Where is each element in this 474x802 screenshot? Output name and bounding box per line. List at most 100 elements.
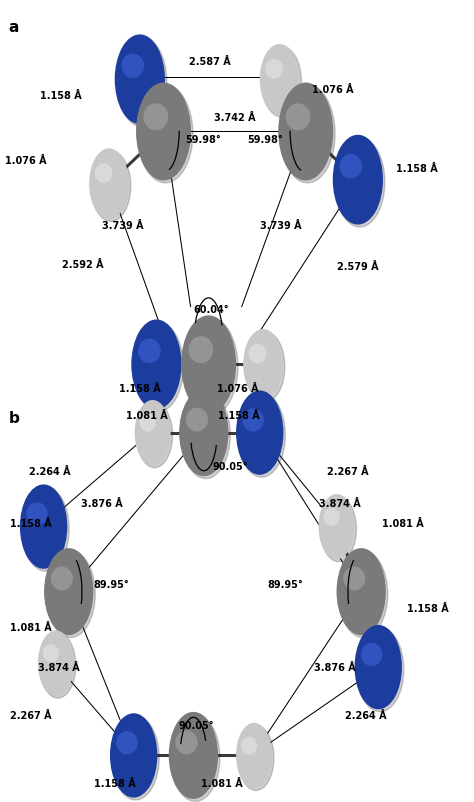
Ellipse shape	[181, 392, 230, 479]
Text: 3.874 Å: 3.874 Å	[319, 499, 360, 508]
Text: 1.158 Å: 1.158 Å	[94, 778, 136, 788]
Ellipse shape	[38, 630, 74, 696]
Text: 1.158 Å: 1.158 Å	[119, 383, 161, 394]
Ellipse shape	[238, 393, 285, 478]
Text: 59.98°: 59.98°	[248, 135, 283, 144]
Ellipse shape	[110, 713, 157, 798]
Ellipse shape	[22, 487, 69, 572]
Ellipse shape	[46, 551, 95, 638]
Ellipse shape	[131, 320, 182, 410]
Text: 3.739 Å: 3.739 Å	[260, 221, 301, 231]
Text: 89.95°: 89.95°	[93, 579, 128, 589]
Ellipse shape	[40, 633, 76, 699]
Text: 1.076 Å: 1.076 Å	[5, 156, 46, 165]
Ellipse shape	[169, 712, 218, 799]
Ellipse shape	[117, 38, 167, 128]
Text: 1.158 Å: 1.158 Å	[396, 164, 438, 173]
Ellipse shape	[116, 731, 137, 755]
Ellipse shape	[265, 60, 283, 79]
Ellipse shape	[338, 551, 388, 638]
Text: 2.267 Å: 2.267 Å	[9, 711, 51, 720]
Text: 2.592 Å: 2.592 Å	[62, 260, 103, 269]
Text: 1.158 Å: 1.158 Å	[10, 518, 52, 528]
Ellipse shape	[43, 645, 59, 662]
Ellipse shape	[138, 339, 161, 364]
Ellipse shape	[262, 47, 301, 118]
Ellipse shape	[91, 152, 131, 222]
Ellipse shape	[189, 337, 213, 363]
Text: a: a	[9, 20, 19, 35]
Ellipse shape	[121, 55, 144, 79]
Ellipse shape	[89, 149, 129, 220]
Ellipse shape	[44, 549, 93, 635]
Text: 2.579 Å: 2.579 Å	[337, 261, 379, 271]
Text: 90.05°: 90.05°	[212, 462, 248, 472]
Ellipse shape	[27, 503, 47, 526]
Text: 2.587 Å: 2.587 Å	[189, 57, 230, 67]
Ellipse shape	[339, 155, 362, 180]
Ellipse shape	[94, 164, 112, 184]
Text: 1.158 Å: 1.158 Å	[218, 410, 260, 420]
Text: 1.081 Å: 1.081 Å	[382, 518, 424, 528]
Ellipse shape	[144, 104, 168, 131]
Ellipse shape	[286, 104, 310, 131]
Ellipse shape	[175, 731, 198, 755]
Text: b: b	[9, 411, 19, 426]
Text: 3.876 Å: 3.876 Å	[314, 662, 356, 672]
Ellipse shape	[241, 737, 257, 755]
Ellipse shape	[361, 643, 383, 666]
Ellipse shape	[186, 408, 208, 432]
Text: 1.081 Å: 1.081 Å	[10, 622, 52, 632]
Text: 2.267 Å: 2.267 Å	[327, 467, 369, 476]
Ellipse shape	[137, 403, 173, 468]
Ellipse shape	[356, 627, 404, 712]
Ellipse shape	[171, 715, 220, 801]
Ellipse shape	[115, 35, 165, 125]
Ellipse shape	[243, 330, 283, 400]
Ellipse shape	[280, 86, 335, 184]
Text: 59.98°: 59.98°	[185, 135, 220, 144]
Text: 2.264 Å: 2.264 Å	[345, 711, 387, 720]
Ellipse shape	[242, 409, 264, 432]
Ellipse shape	[236, 723, 272, 788]
Ellipse shape	[248, 345, 266, 364]
Ellipse shape	[343, 567, 365, 591]
Text: 1.158 Å: 1.158 Å	[407, 603, 448, 613]
Ellipse shape	[323, 508, 339, 526]
Text: 60.04°: 60.04°	[193, 305, 229, 314]
Text: 1.081 Å: 1.081 Å	[201, 778, 243, 788]
Ellipse shape	[278, 83, 333, 181]
Ellipse shape	[138, 86, 193, 184]
Text: 1.158 Å: 1.158 Å	[40, 91, 82, 101]
Ellipse shape	[135, 400, 171, 466]
Ellipse shape	[139, 415, 155, 432]
Text: 2.264 Å: 2.264 Å	[28, 467, 70, 476]
Text: 1.076 Å: 1.076 Å	[217, 383, 259, 394]
Text: 1.081 Å: 1.081 Å	[126, 410, 168, 420]
Ellipse shape	[238, 725, 274, 791]
Ellipse shape	[260, 45, 300, 115]
Ellipse shape	[179, 390, 228, 476]
Text: 3.876 Å: 3.876 Å	[81, 499, 122, 508]
Ellipse shape	[319, 494, 355, 560]
Text: 90.05°: 90.05°	[179, 720, 215, 730]
Text: 89.95°: 89.95°	[268, 579, 303, 589]
Ellipse shape	[112, 715, 159, 800]
Ellipse shape	[181, 316, 236, 414]
Text: 3.739 Å: 3.739 Å	[101, 221, 143, 231]
Ellipse shape	[20, 484, 67, 569]
Ellipse shape	[136, 83, 191, 181]
Ellipse shape	[183, 318, 238, 416]
Text: 3.874 Å: 3.874 Å	[38, 662, 80, 672]
Ellipse shape	[333, 136, 383, 225]
Ellipse shape	[133, 322, 183, 412]
Ellipse shape	[337, 549, 386, 635]
Ellipse shape	[320, 496, 356, 562]
Ellipse shape	[245, 332, 285, 403]
Ellipse shape	[355, 625, 402, 710]
Ellipse shape	[51, 567, 73, 591]
Ellipse shape	[236, 391, 283, 476]
Ellipse shape	[335, 138, 385, 228]
Text: 3.742 Å: 3.742 Å	[214, 112, 255, 123]
Text: 1.076 Å: 1.076 Å	[312, 85, 354, 95]
